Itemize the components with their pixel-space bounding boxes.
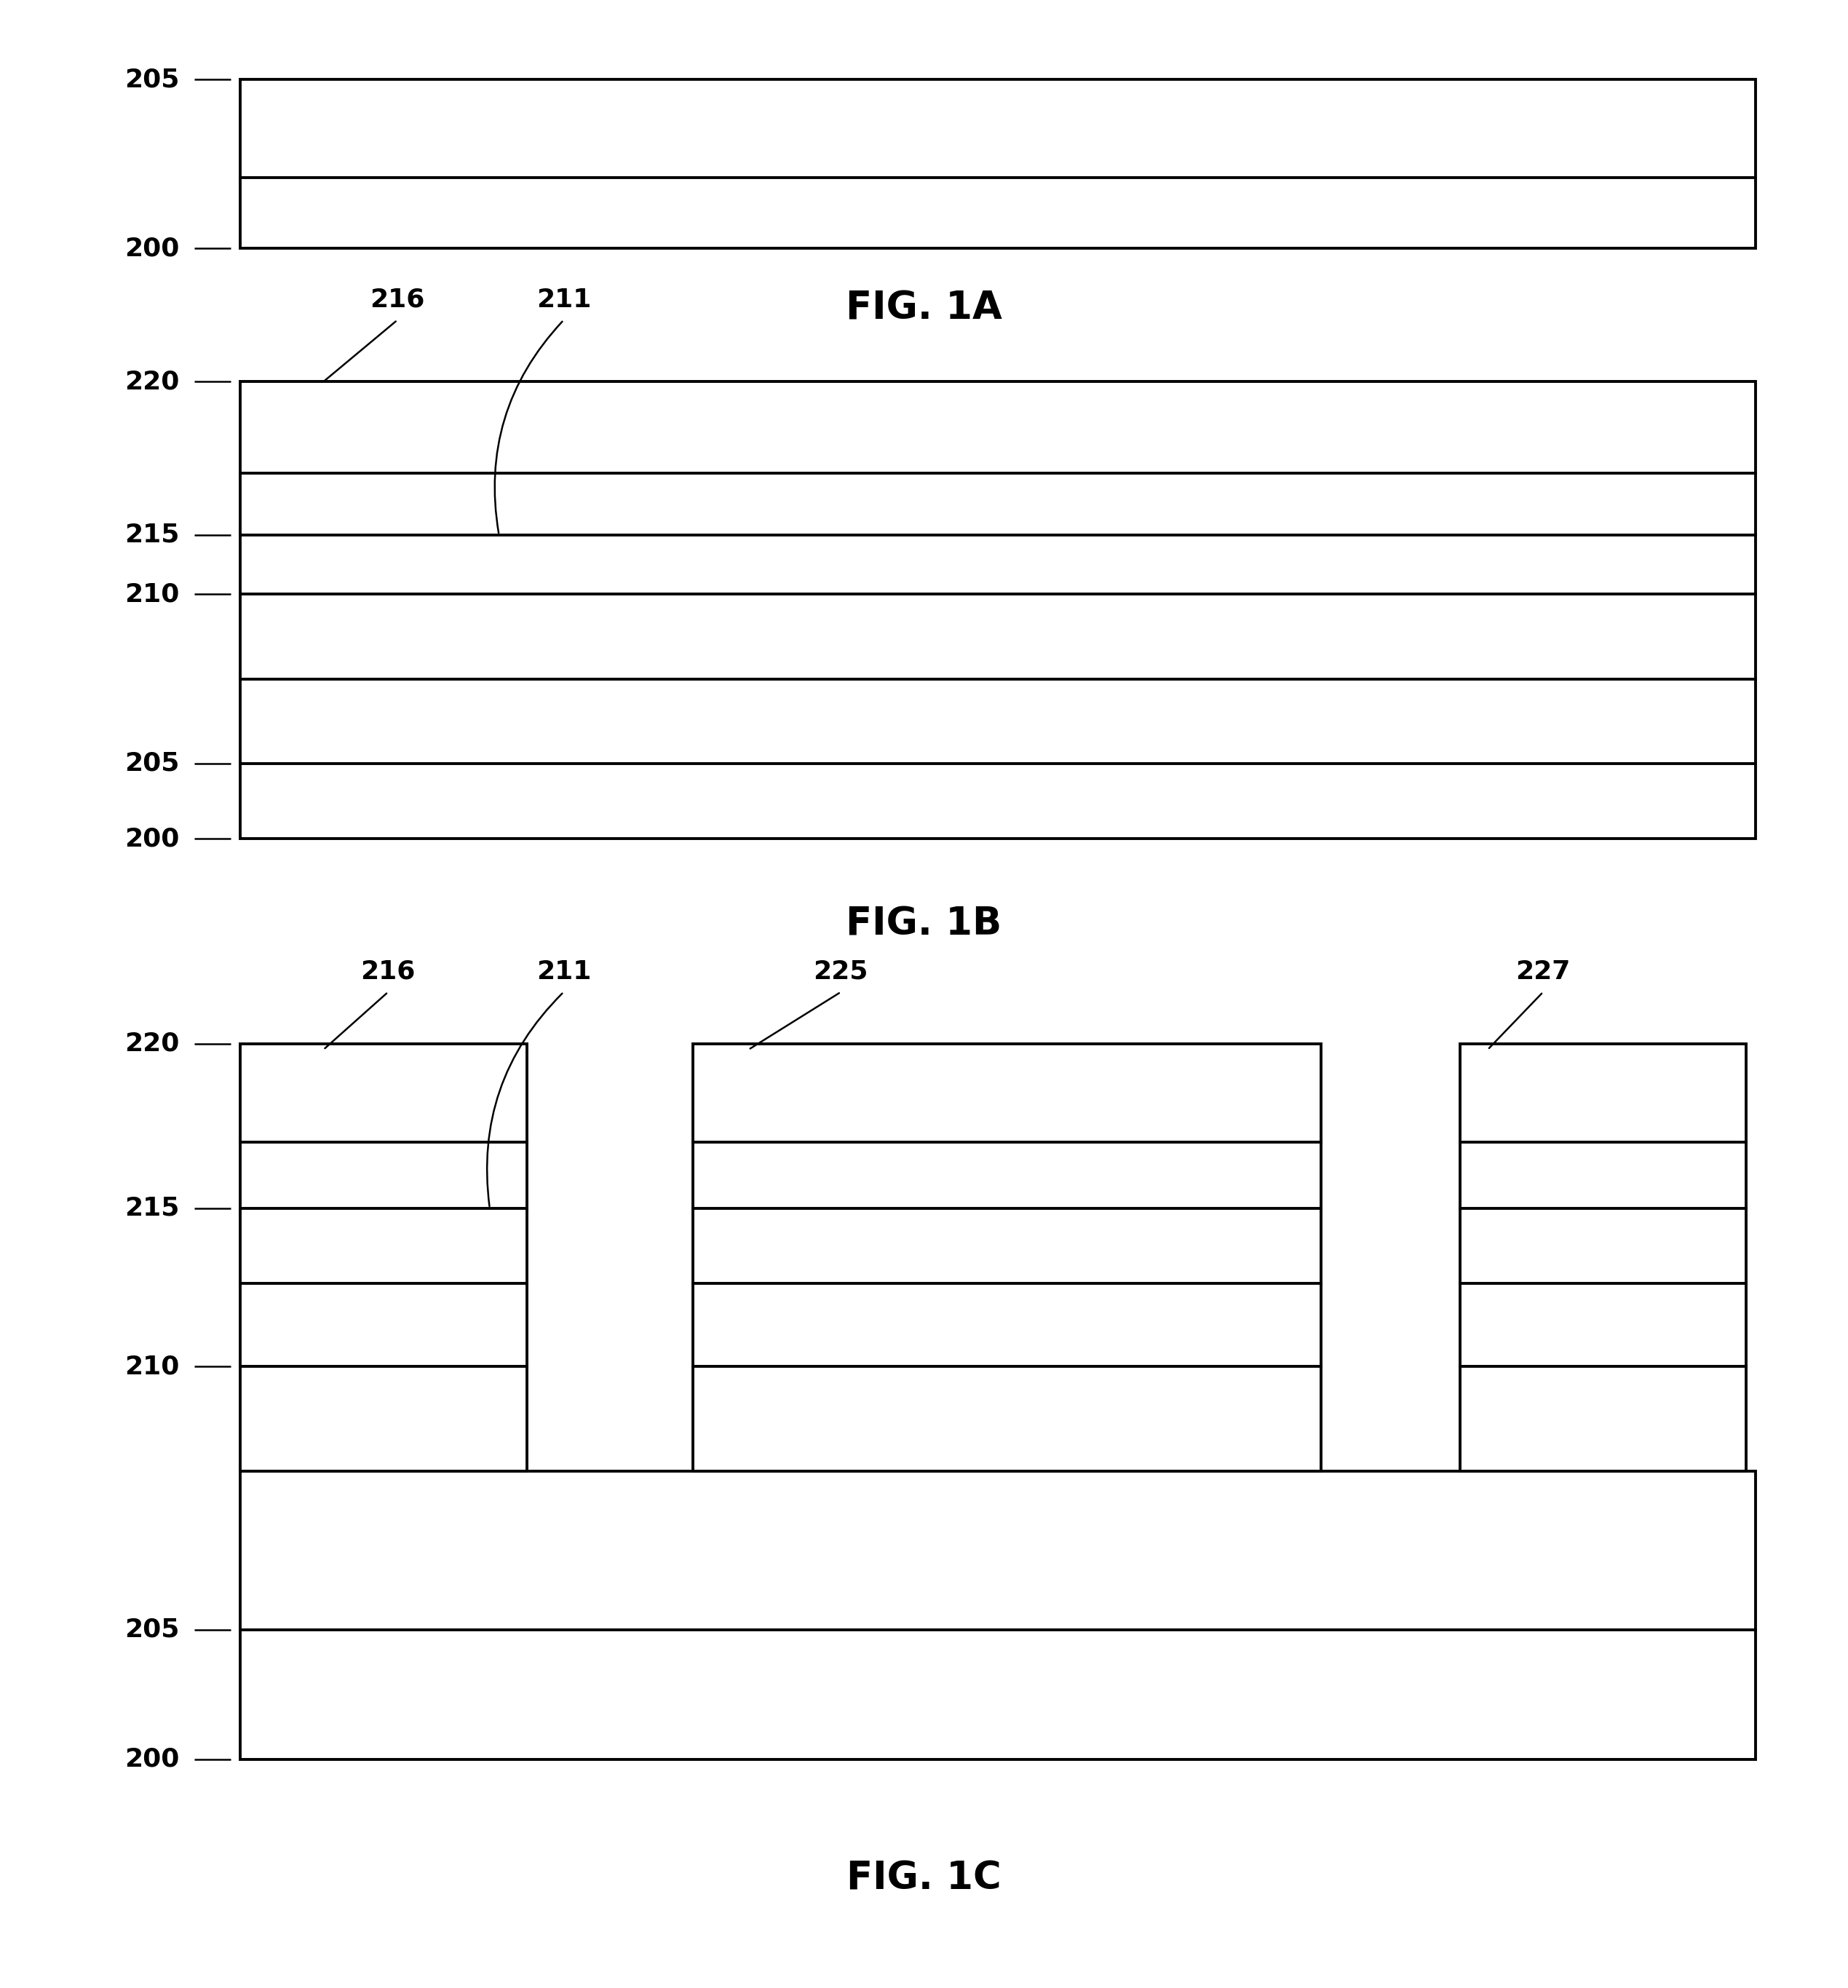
Text: 216: 216 [370, 288, 425, 312]
Text: 220: 220 [124, 370, 179, 394]
Text: 205: 205 [124, 1618, 179, 1642]
Text: 227: 227 [1515, 960, 1571, 984]
Text: FIG. 1C: FIG. 1C [846, 1859, 1002, 1899]
Text: 225: 225 [813, 960, 869, 984]
Text: 210: 210 [124, 1354, 179, 1380]
Bar [240, 382, 1756, 839]
Bar [240, 1471, 1756, 1759]
Bar [240, 80, 1756, 248]
Text: 220: 220 [124, 1032, 179, 1056]
Text: 210: 210 [124, 582, 179, 606]
Text: 200: 200 [124, 1747, 179, 1771]
Text: 216: 216 [360, 960, 416, 984]
Text: 211: 211 [536, 960, 591, 984]
Bar [240, 1044, 527, 1471]
Text: 211: 211 [536, 288, 591, 312]
Text: 205: 205 [124, 751, 179, 775]
Text: FIG. 1B: FIG. 1B [846, 905, 1002, 944]
Text: 205: 205 [124, 68, 179, 91]
Text: 200: 200 [124, 827, 179, 851]
Bar [1460, 1044, 1746, 1471]
Text: 215: 215 [124, 523, 179, 547]
Text: FIG. 1A: FIG. 1A [846, 288, 1002, 328]
Text: 200: 200 [124, 237, 179, 260]
Bar [693, 1044, 1321, 1471]
Text: 215: 215 [124, 1197, 179, 1221]
